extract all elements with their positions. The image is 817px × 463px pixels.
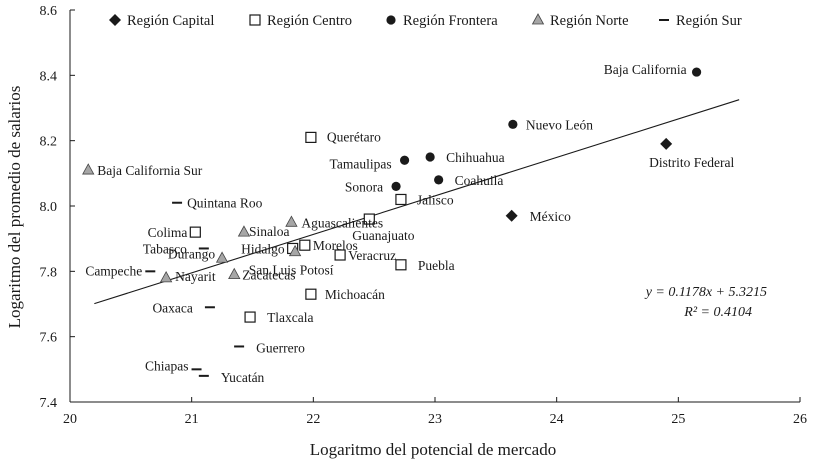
point-marker xyxy=(159,271,173,283)
point-marker xyxy=(425,152,435,162)
point-marker xyxy=(399,155,410,165)
point-marker xyxy=(505,209,518,222)
legend-label: Región Sur xyxy=(676,13,742,29)
point-label: Guanajuato xyxy=(352,228,414,243)
y-tick-label: 8.6 xyxy=(40,4,58,19)
regression-annotation: y = 0.1178x + 5.3215 R² = 0.4104 xyxy=(644,285,767,320)
point-label: Sonora xyxy=(345,179,383,194)
x-tick-label: 21 xyxy=(185,412,199,427)
point-label: México xyxy=(530,209,571,224)
x-tick-label: 24 xyxy=(550,412,564,427)
point-marker xyxy=(508,119,518,129)
point-label: Baja California xyxy=(604,62,687,77)
y-tick-label: 7.8 xyxy=(40,265,58,280)
point-label: Querétaro xyxy=(327,129,381,144)
axes: 20 21 22 23 24 25 26 7.4 7.6 7.8 8.0 8.2 8.4 8.6 xyxy=(40,4,808,427)
r-squared-text: R² = 0.4104 xyxy=(683,305,752,320)
point-label: Yucatán xyxy=(221,370,265,385)
point-marker xyxy=(434,175,444,185)
point-label: Aguascalientes xyxy=(301,215,383,230)
point-marker xyxy=(215,251,229,263)
point-label: Baja California Sur xyxy=(97,163,202,178)
legend-label: Región Norte xyxy=(550,13,629,29)
point-marker xyxy=(285,215,298,227)
point-label: Campeche xyxy=(85,263,142,278)
legend-label: Región Capital xyxy=(127,13,214,29)
data-points xyxy=(82,67,702,377)
x-tick-label: 25 xyxy=(671,412,685,427)
point-marker xyxy=(228,267,241,280)
legend-marker xyxy=(249,14,261,26)
point-label: Morelos xyxy=(313,238,358,253)
point-label: Chiapas xyxy=(145,358,189,373)
point-label: Sinaloa xyxy=(249,224,290,239)
point-marker xyxy=(305,288,317,300)
x-tick-label: 20 xyxy=(63,412,77,427)
point-label: Oaxaca xyxy=(152,300,192,315)
legend-marker xyxy=(531,13,545,25)
legend-marker xyxy=(386,15,396,25)
point-marker xyxy=(334,249,346,261)
point-label: Guerrero xyxy=(256,340,305,355)
point-label: Quintana Roo xyxy=(187,196,263,211)
point-label: Hidalgo xyxy=(241,241,285,256)
point-marker xyxy=(691,67,702,77)
point-marker xyxy=(237,225,251,237)
point-label: Nayarit xyxy=(175,269,216,284)
point-marker xyxy=(244,311,256,323)
point-marker xyxy=(82,163,95,175)
point-label: Veracruz xyxy=(348,248,396,263)
y-axis-title: Logaritmo del promedio de salarios xyxy=(5,86,24,329)
point-label: Coahuila xyxy=(455,173,504,188)
y-tick-label: 7.4 xyxy=(40,396,58,411)
equation-text: y = 0.1178x + 5.3215 xyxy=(644,285,767,300)
y-tick-label: 8.0 xyxy=(40,200,58,215)
point-marker xyxy=(305,131,317,143)
point-label: Tabasco xyxy=(143,241,187,256)
point-label: Puebla xyxy=(418,258,455,273)
x-axis-title: Logaritmo del potencial de mercado xyxy=(310,440,556,459)
point-labels: Distrito Federal México Querétaro Jalisco Gu… xyxy=(85,62,734,385)
point-marker xyxy=(363,213,375,225)
x-tick-label: 22 xyxy=(306,412,320,427)
point-label: Zacatecas xyxy=(242,268,295,283)
point-label: Chihuahua xyxy=(446,150,505,165)
legend-label: Región Frontera xyxy=(403,13,498,29)
point-label: Durango xyxy=(168,246,215,261)
point-marker xyxy=(395,259,407,271)
point-marker xyxy=(660,137,673,150)
y-tick-label: 7.6 xyxy=(40,331,58,346)
point-marker xyxy=(395,193,407,206)
legend-marker xyxy=(109,14,121,26)
point-label: Tlaxcala xyxy=(267,310,313,325)
point-label: Michoacán xyxy=(325,287,385,302)
y-tick-label: 8.4 xyxy=(40,69,58,84)
legend-label: Región Centro xyxy=(267,13,352,29)
x-tick-label: 23 xyxy=(428,412,442,427)
point-marker xyxy=(299,239,311,251)
point-label: Tamaulipas xyxy=(330,156,392,171)
point-label: Distrito Federal xyxy=(649,155,734,170)
y-tick-label: 8.2 xyxy=(40,135,58,150)
point-label: Jalisco xyxy=(417,192,454,207)
trendline xyxy=(94,99,740,305)
x-tick-label: 26 xyxy=(793,412,807,427)
chart-legend: Región Capital Región Centro Región Fronte… xyxy=(109,13,742,29)
point-marker xyxy=(288,244,302,257)
point-label: San Luis Potosí xyxy=(249,263,334,278)
regression-line xyxy=(94,99,740,305)
point-marker xyxy=(189,226,201,238)
point-marker xyxy=(391,181,401,191)
point-label: Colima xyxy=(148,225,188,240)
point-label: Nuevo León xyxy=(526,117,593,132)
